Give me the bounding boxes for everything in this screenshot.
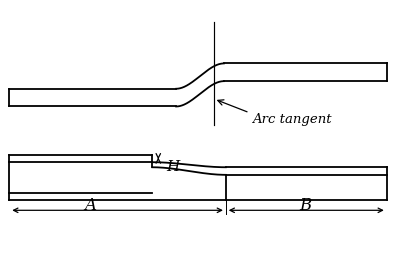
Text: Arc tangent: Arc tangent <box>252 113 331 126</box>
Text: B: B <box>299 197 311 214</box>
Text: A: A <box>85 197 97 214</box>
Text: H: H <box>166 160 180 174</box>
